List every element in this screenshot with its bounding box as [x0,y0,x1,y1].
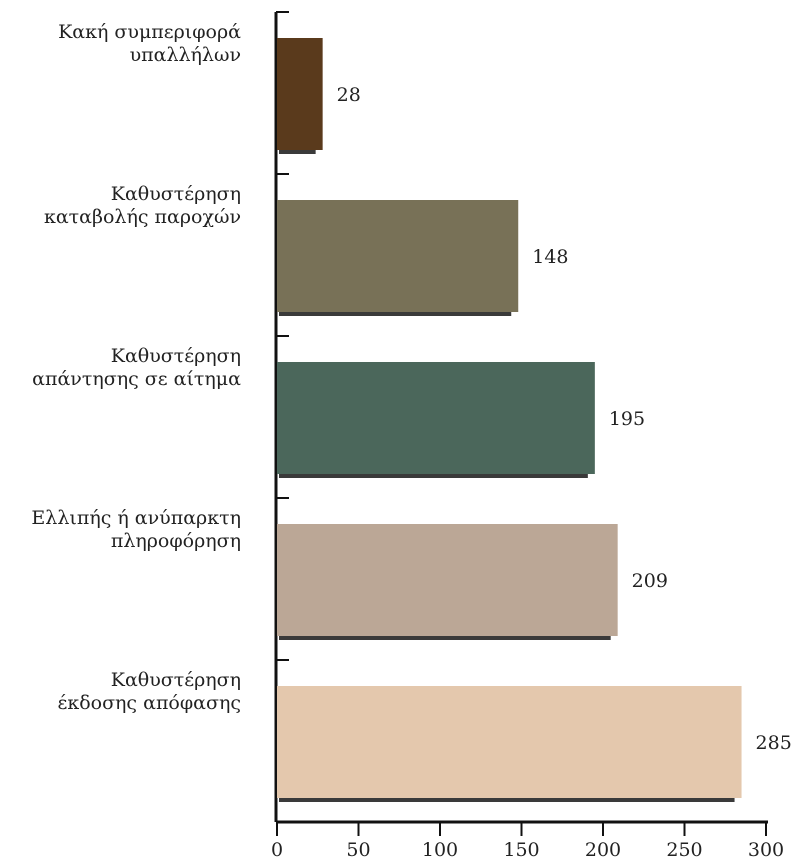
chart-labels: 0 50 100 150 200 250 300 28 Κακή συμπεριφορά υπαλ… [31,21,791,860]
bar [277,524,618,636]
x-tick-label: 150 [503,839,539,860]
category-label: Κακή συμπεριφορά υπαλλήλων [58,21,241,66]
bar-shadow [279,310,512,316]
data-label: 28 [337,84,361,106]
data-label: 148 [532,246,568,268]
chart-bars [277,38,742,802]
bar-shadow [279,796,735,802]
x-tick-label: 0 [271,839,283,860]
category-label: Καθυστέρηση έκδοσης απόφασης [57,669,241,714]
x-tick-label: 250 [666,839,702,860]
category-label: Καθυστέρηση καταβολής παροχών [44,183,241,228]
data-label: 195 [609,408,645,430]
bar [277,686,742,798]
bar [277,38,323,150]
category-label: Ελλιπής ή ανύπαρκτη πληροφόρηση [31,507,241,552]
bar-shadow [279,634,611,640]
bar-shadow [279,472,588,478]
chart-axes [274,11,768,836]
bar [277,362,595,474]
bar [277,200,519,312]
category-label: Καθυστέρηση απάντησης σε αίτημα [32,345,241,390]
data-label: 285 [756,732,792,754]
x-tick-label: 50 [346,839,370,860]
x-tick-label: 200 [585,839,621,860]
bar-shadow [279,148,316,154]
data-label: 209 [632,570,668,592]
x-tick-label: 100 [422,839,458,860]
x-tick-label: 300 [748,839,784,860]
